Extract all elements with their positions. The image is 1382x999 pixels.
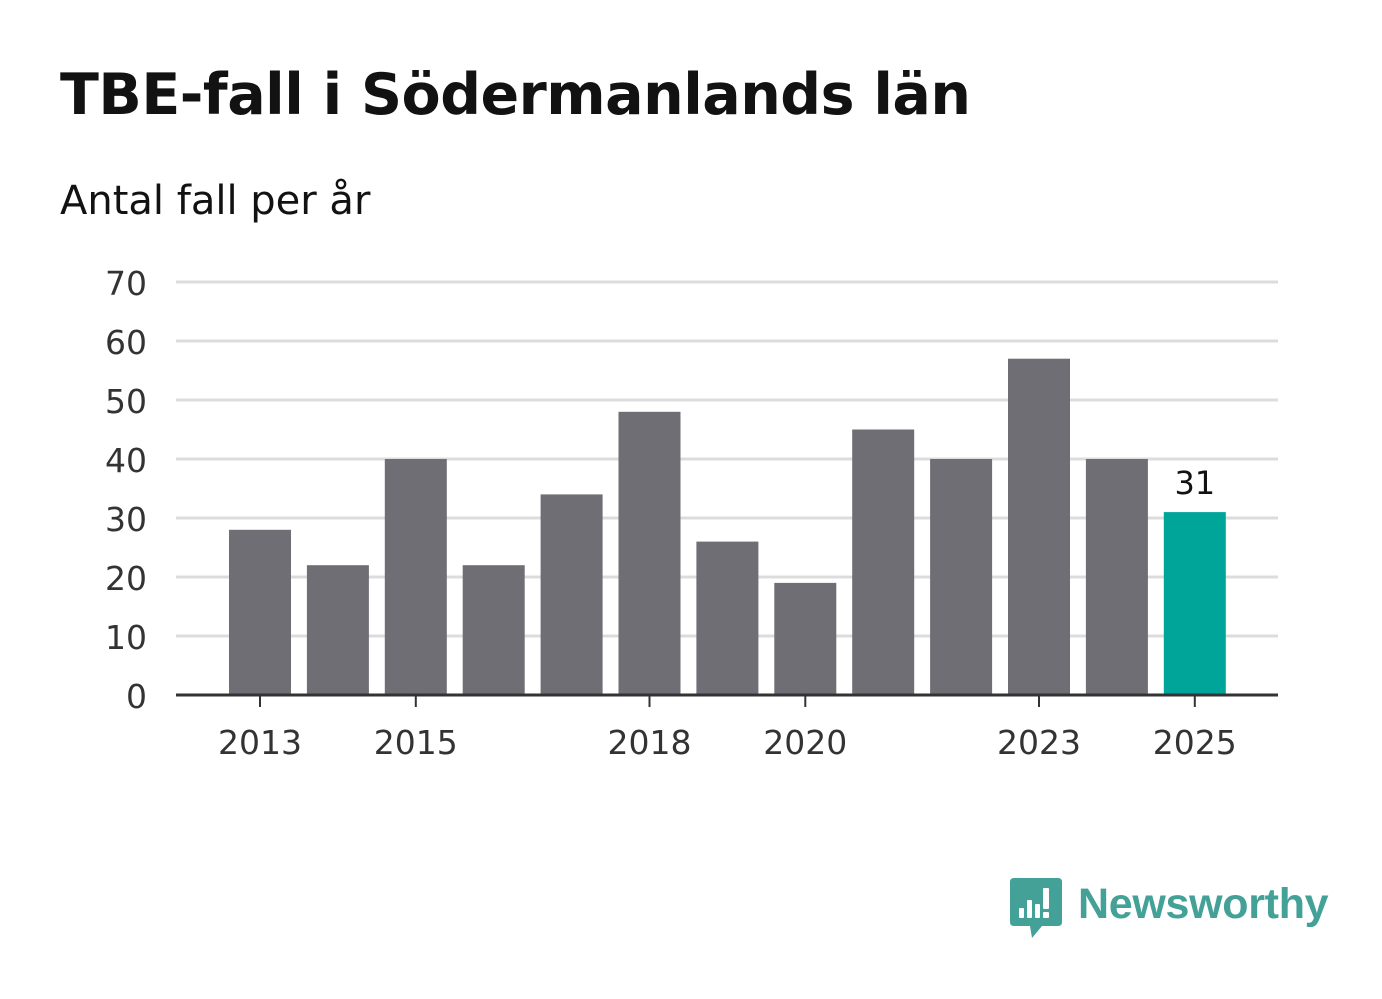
y-tick-label: 50 [105, 382, 147, 421]
x-tick-label: 2020 [763, 723, 847, 762]
bar-2020 [774, 582, 837, 695]
bar-2024 [1085, 459, 1148, 695]
bar-2022 [930, 459, 993, 695]
labels: 0 10 20 30 40 50 60 70 31 2013 2015 2018 2020 2023 202… [105, 264, 1237, 762]
x-tick-label: 2023 [997, 723, 1081, 762]
y-tick-label: 10 [105, 618, 147, 657]
x-tick-label: 2025 [1153, 723, 1237, 762]
y-tick-label: 20 [105, 559, 147, 598]
bar-2025 [1163, 512, 1226, 695]
bar-2016 [462, 565, 525, 695]
bar-2018 [618, 411, 681, 695]
bar-2021 [852, 429, 915, 695]
bar-2019 [696, 541, 759, 695]
newsworthy-logo[interactable]: Newsworthy [1010, 878, 1329, 940]
bar-2015 [384, 459, 447, 695]
y-tick-label: 40 [105, 441, 147, 480]
bar-2023 [1008, 358, 1070, 695]
bar-2014 [306, 565, 369, 695]
data-label: 31 [1174, 464, 1215, 502]
chart-subtitle: Antal fall per år [60, 178, 371, 224]
bar-2017 [540, 494, 603, 695]
newsworthy-logo-icon [1010, 878, 1062, 938]
y-tick-label: 30 [105, 500, 147, 539]
bars [229, 358, 1226, 695]
bar-2013 [229, 529, 291, 695]
y-tick-label: 70 [105, 264, 147, 303]
brand-name: Newsworthy [1078, 880, 1329, 928]
x-tick-label: 2018 [608, 723, 692, 762]
axes [176, 693, 1278, 707]
chart-title: TBE-fall i Södermanlands län [60, 62, 971, 128]
x-tick-label: 2013 [218, 723, 302, 762]
y-tick-label: 60 [105, 323, 147, 362]
y-tick-label: 0 [126, 677, 147, 716]
x-tick-label: 2015 [374, 723, 458, 762]
